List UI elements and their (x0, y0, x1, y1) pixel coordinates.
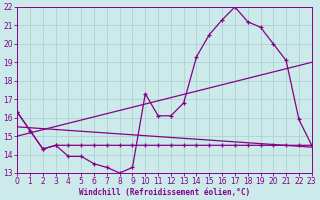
X-axis label: Windchill (Refroidissement éolien,°C): Windchill (Refroidissement éolien,°C) (79, 188, 250, 197)
